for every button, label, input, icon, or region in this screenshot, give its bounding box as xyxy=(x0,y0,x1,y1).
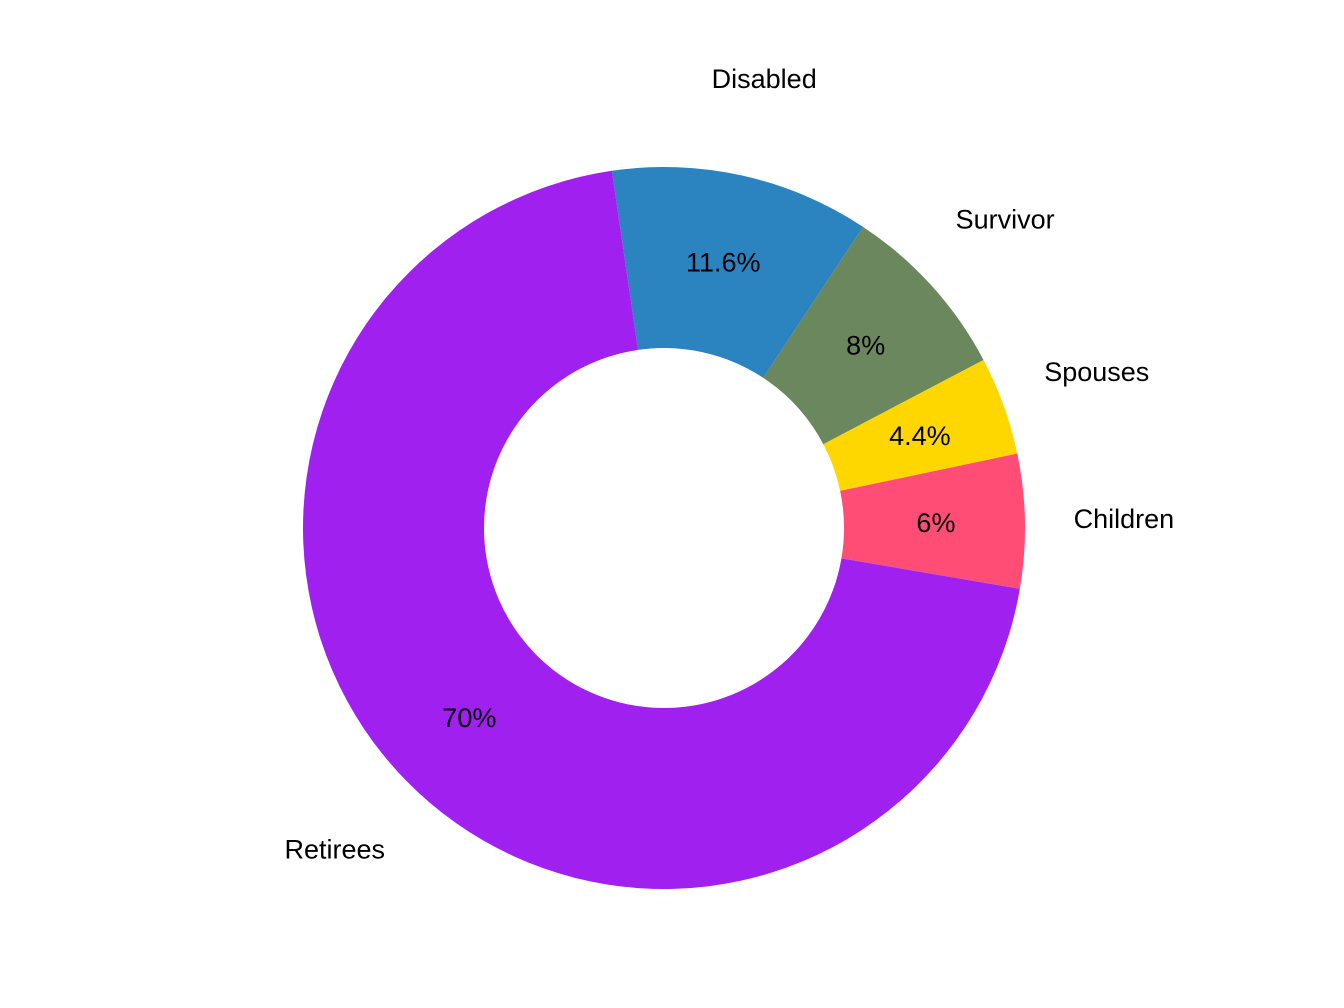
slice-survivor xyxy=(763,226,984,445)
slice-retirees xyxy=(302,170,1020,890)
value-label-survivor: 8% xyxy=(846,331,885,361)
category-label-children: Children xyxy=(1074,504,1175,534)
slice-value-labels: 11.6% 8% 4.4% 6% 70% xyxy=(442,248,955,733)
value-label-retirees: 70% xyxy=(442,703,496,733)
value-label-disabled: 11.6% xyxy=(686,248,761,278)
slice-disabled xyxy=(611,167,864,378)
value-label-spouses: 4.4% xyxy=(889,421,951,451)
category-label-retirees: Retirees xyxy=(285,834,386,864)
donut-slices xyxy=(302,167,1025,890)
category-label-survivor: Survivor xyxy=(956,204,1055,234)
value-label-children: 6% xyxy=(916,508,955,538)
slice-spouses xyxy=(823,359,1018,491)
category-label-disabled: Disabled xyxy=(712,64,817,94)
slice-children xyxy=(840,453,1025,589)
category-label-spouses: Spouses xyxy=(1044,357,1149,387)
slice-category-labels: Disabled Survivor Spouses Children Retirees xyxy=(285,64,1175,864)
